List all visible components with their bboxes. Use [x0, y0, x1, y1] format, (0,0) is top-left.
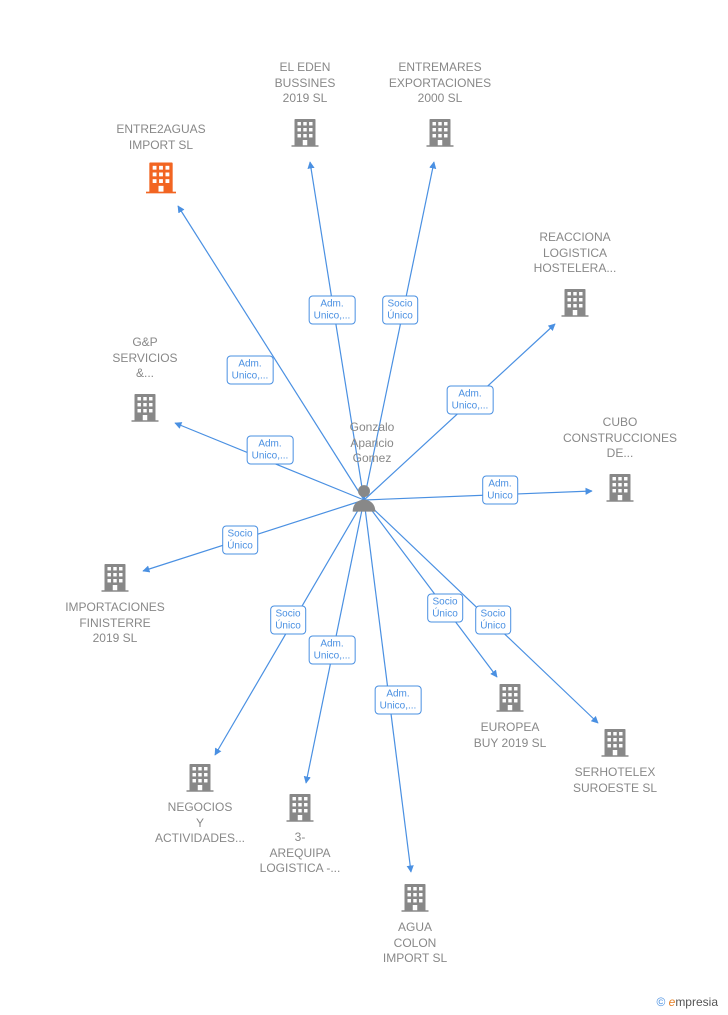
center-node-label: Gonzalo Aparicio Gomez [350, 420, 395, 467]
company-node-label: 3- AREQUIPA LOGISTICA -... [260, 830, 341, 877]
edge-line [364, 500, 497, 677]
building-icon [141, 158, 181, 203]
edge-label: Socio Único [475, 606, 511, 635]
brand-rest: mpresia [675, 995, 718, 1009]
building-icon [127, 390, 163, 431]
building-icon [287, 115, 323, 156]
company-node-label: G&P SERVICIOS &... [112, 335, 177, 382]
edge-label: Adm. Unico,... [247, 436, 294, 465]
edge-label: Adm. Unico,... [309, 636, 356, 665]
building-icon [492, 680, 528, 721]
footer-credit: © empresia [656, 995, 718, 1009]
person-icon [347, 481, 381, 520]
company-node-label: CUBO CONSTRUCCIONES DE... [563, 415, 677, 462]
company-node-label: AGUA COLON IMPORT SL [383, 920, 447, 967]
company-node-label: EL EDEN BUSSINES 2019 SL [275, 60, 336, 107]
edge-label: Adm. Unico,... [375, 686, 422, 715]
company-node-label: ENTRE2AGUAS IMPORT SL [116, 122, 205, 153]
building-icon [182, 760, 218, 801]
company-node-label: SERHOTELEX SUROESTE SL [573, 765, 657, 796]
edge-line [364, 491, 592, 500]
building-icon [602, 470, 638, 511]
building-icon [397, 880, 433, 921]
edge-label: Socio Único [270, 606, 306, 635]
edge-label: Adm. Unico,... [227, 356, 274, 385]
building-icon [97, 560, 133, 601]
edge-label: Adm. Unico,... [447, 386, 494, 415]
company-node-label: EUROPEA BUY 2019 SL [474, 720, 547, 751]
company-node-label: ENTREMARES EXPORTACIONES 2000 SL [389, 60, 491, 107]
edge-label: Adm. Unico,... [309, 296, 356, 325]
copyright-symbol: © [656, 995, 665, 1009]
edge-label: Socio Único [382, 296, 418, 325]
building-icon [282, 790, 318, 831]
building-icon [422, 115, 458, 156]
edge-label: Socio Único [222, 526, 258, 555]
company-node-label: REACCIONA LOGISTICA HOSTELERA... [534, 230, 617, 277]
edge-label: Adm. Unico [482, 476, 518, 505]
building-icon [557, 285, 593, 326]
company-node-label: IMPORTACIONES FINISTERRE 2019 SL [65, 600, 165, 647]
building-icon [597, 725, 633, 766]
company-node-label: NEGOCIOS Y ACTIVIDADES... [155, 800, 245, 847]
edge-label: Socio Único [427, 594, 463, 623]
